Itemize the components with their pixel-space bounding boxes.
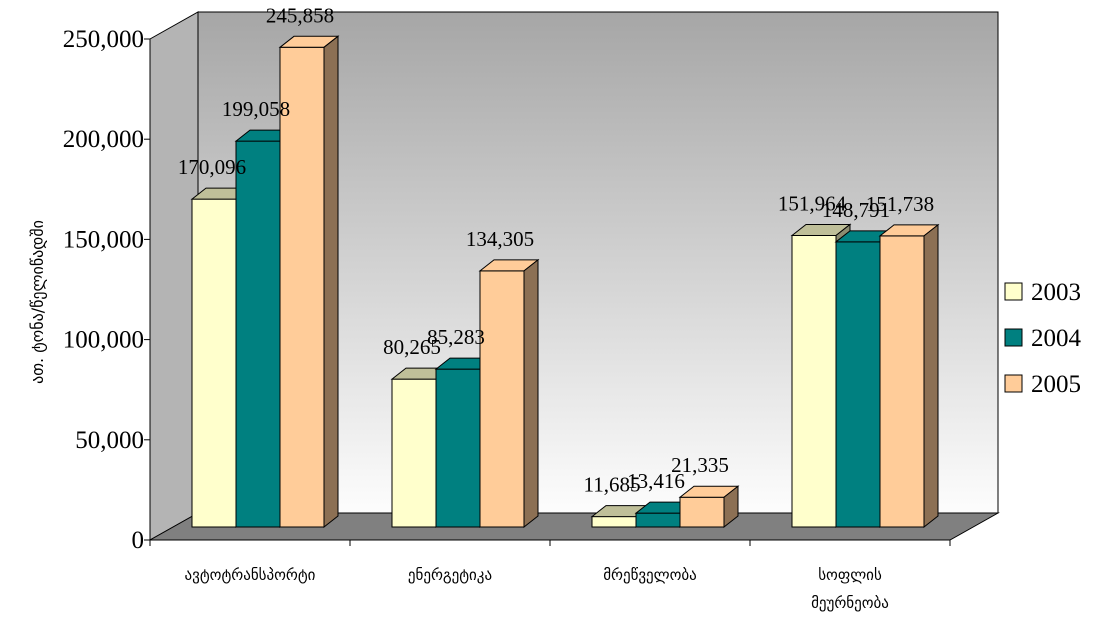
bars [190,35,940,529]
bar [878,223,940,529]
data-label: 21,335 [671,453,729,477]
data-label: 134,305 [466,227,534,251]
data-label: 85,283 [427,325,485,349]
data-label: 245,858 [266,3,334,27]
bar-side [923,223,939,529]
y-axis: 0 50,000 100,000 150,000 200,000 250,000 [63,26,151,554]
data-label: 170,096 [178,155,246,179]
data-label: 13,416 [627,469,685,493]
x-axis: ავტოტრანსპორტი ენერგეტიკა მრეწველობა სოფლის… [149,539,951,612]
y-tick-label: 150,000 [63,226,144,253]
legend-swatch [1004,282,1023,301]
x-tick-label-line: მეურნეობა [811,594,889,612]
bar-side [323,35,339,529]
data-label: 151,964 [778,191,847,215]
bar-front [591,516,637,528]
data-label: 199,058 [222,97,290,121]
y-tick-label: 50,000 [75,427,144,454]
y-tick-label: 250,000 [63,26,144,53]
bar-front [835,241,881,528]
data-label: 11,685 [584,473,641,497]
x-tick-label: სოფლის მეურნეობა [811,566,889,612]
bar-front [635,512,681,528]
x-tick-label-line: მრეწველობა [603,566,697,584]
data-label: 80,265 [383,335,441,359]
bar-front [791,234,837,528]
data-label: 151,738 [866,192,934,216]
bar-front [879,235,925,528]
bar-side [723,485,739,529]
x-tick-label: მრეწველობა [603,566,697,584]
bar [478,258,540,529]
y-tick-label: 0 [132,527,145,554]
legend-label: 2003 [1031,279,1081,306]
x-tick-label-line: ენერგეტიკა [408,566,492,584]
x-tick-label-line: სოფლის [818,566,882,584]
legend-label: 2004 [1031,325,1082,352]
legend: 2003 2004 2005 [1004,279,1082,398]
y-axis-title: ათ. ტონა/წელიწადში [28,220,47,384]
legend-label: 2005 [1031,371,1081,398]
side-wall [149,11,199,541]
bar-front [235,140,281,528]
x-tick-label: ავტოტრანსპორტი [185,566,316,584]
data-label: 148,791 [822,198,890,222]
bar-front [391,378,437,528]
bar [278,35,340,529]
legend-swatch [1004,374,1023,393]
bar-side [523,258,539,529]
bar-front [679,496,725,528]
y-tick-label: 200,000 [63,126,144,153]
x-tick-label-line: ავტოტრანსპორტი [185,566,316,584]
x-tick-label: ენერგეტიკა [408,566,492,584]
bar-front [479,270,525,528]
bar-front [191,198,237,528]
bar-front [435,368,481,528]
y-tick-label: 100,000 [63,327,144,354]
bar [678,485,740,529]
legend-swatch [1004,328,1023,347]
